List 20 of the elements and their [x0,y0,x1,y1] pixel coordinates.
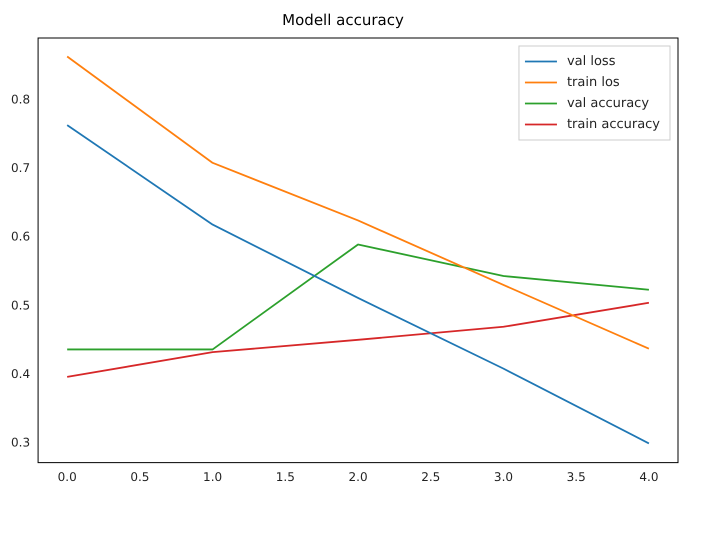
x-tick-label: 0.5 [130,470,150,484]
x-tick-label: 4.0 [639,470,658,484]
y-tick-label: 0.8 [10,92,30,107]
x-tick-label: 1.0 [203,470,222,484]
x-tick-label: 0.0 [58,470,77,484]
x-tick-label: 2.0 [348,470,368,484]
y-tick-label: 0.5 [10,298,30,312]
x-tick-label: 3.5 [566,470,586,484]
legend-label: train los [566,74,620,90]
y-tick-label: 0.7 [10,161,30,176]
legend-label: val loss [566,54,616,69]
y-tick-label: 0.4 [10,366,30,381]
y-tick-label: 0.6 [10,230,30,244]
legend-label: train accuracy [566,116,660,132]
x-tick-label: 2.5 [421,470,440,484]
legend-label: val accuracy [566,96,650,111]
chart-title: Modell accuracy [282,10,404,29]
x-tick-label: 1.5 [276,470,295,484]
y-tick-label: 0.3 [10,436,30,450]
x-tick-label: 3.0 [494,470,514,484]
